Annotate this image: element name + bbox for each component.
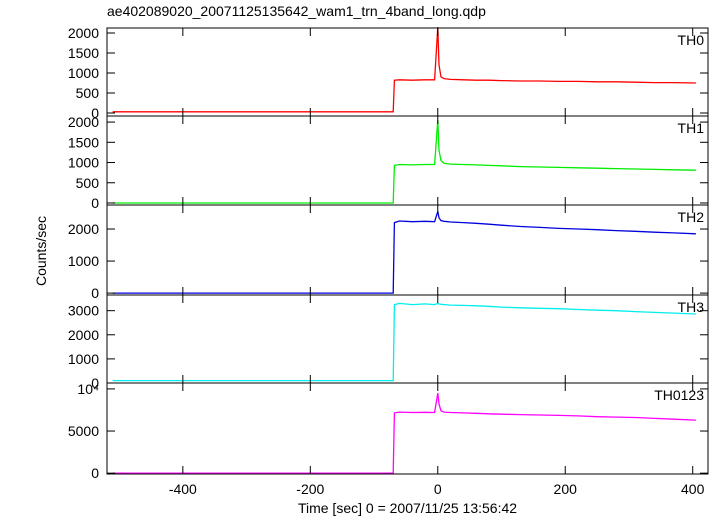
x-tick-label: 200	[554, 481, 578, 497]
series-label: TH2	[678, 209, 705, 225]
y-tick-label: 2000	[68, 25, 99, 41]
series-line	[112, 211, 696, 294]
x-tick-label: 400	[681, 481, 705, 497]
y-tick-label: 2000	[68, 327, 99, 343]
x-tick-label: -200	[296, 481, 324, 497]
x-axis-label: Time [sec] 0 = 2007/11/25 13:56:42	[298, 500, 517, 516]
chart-title: ae402089020_20071125135642_wam1_trn_4ban…	[107, 3, 486, 19]
panel-frame	[106, 115, 709, 206]
y-tick-label: 1000	[68, 253, 99, 269]
series-label: TH3	[678, 299, 705, 315]
y-tick-label: 500	[76, 85, 100, 101]
y-tick-label: 5000	[68, 423, 99, 439]
panel-frame	[106, 294, 709, 384]
series-label: TH1	[678, 120, 705, 136]
y-axis-label: Counts/sec	[33, 216, 49, 286]
y-tick-label: 1500	[68, 134, 99, 150]
y-tick-label: 1000	[68, 155, 99, 171]
y-tick-label: 0	[91, 195, 99, 211]
y-tick-label: 0	[91, 105, 99, 121]
y-tick-label: 1000	[68, 351, 99, 367]
y-tick-label: 2000	[68, 114, 99, 130]
series-line	[112, 302, 696, 382]
x-tick-label: -400	[169, 481, 197, 497]
y-tick-label: 1500	[68, 45, 99, 61]
y-tick-label: 0	[91, 285, 99, 301]
y-tick-label: 1000	[68, 65, 99, 81]
y-tick-label: 10⁴	[77, 381, 99, 397]
panel-frame	[106, 204, 709, 296]
panel-frame	[106, 382, 709, 475]
series-line	[112, 119, 696, 204]
x-tick-label: 0	[434, 481, 442, 497]
panel-frame	[106, 27, 709, 117]
y-tick-label: 3000	[68, 303, 99, 319]
series-label: TH0123	[654, 387, 704, 403]
y-tick-label: 500	[76, 175, 100, 191]
series-line	[112, 392, 696, 474]
y-tick-label: 0	[91, 375, 99, 391]
series-line	[112, 26, 696, 113]
series-label: TH0	[678, 32, 705, 48]
y-tick-label: 0	[91, 465, 99, 481]
y-tick-label: 2000	[68, 221, 99, 237]
